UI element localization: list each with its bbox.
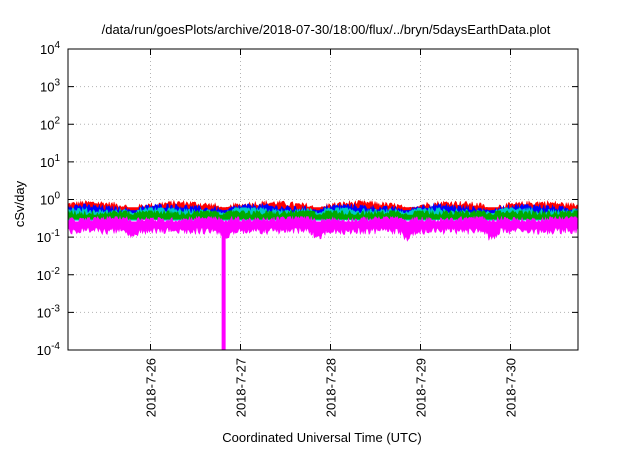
data-series bbox=[67, 199, 579, 350]
grid-lines bbox=[68, 49, 578, 350]
x-tick-label: 2018-7-29 bbox=[414, 358, 429, 417]
x-tick-label: 2018-7-30 bbox=[504, 358, 519, 417]
chart-title: /data/run/goesPlots/archive/2018-07-30/1… bbox=[102, 22, 551, 37]
x-tick-label: 2018-7-27 bbox=[234, 358, 249, 417]
y-axis-label: cSv/day bbox=[12, 180, 27, 227]
series-dropout bbox=[221, 222, 226, 350]
y-tick-label: 10-4 bbox=[37, 341, 61, 358]
x-tick-label: 2018-7-28 bbox=[324, 358, 339, 417]
plot-frame bbox=[67, 48, 579, 351]
y-tick-label: 10-3 bbox=[37, 303, 61, 320]
y-tick-label: 103 bbox=[40, 78, 60, 95]
y-tick-label: 10-2 bbox=[37, 266, 61, 283]
y-tick-label: 10-1 bbox=[37, 228, 61, 245]
x-tick-label: 2018-7-26 bbox=[144, 358, 159, 417]
y-tick-label: 101 bbox=[40, 153, 60, 170]
y-tick-label: 104 bbox=[40, 40, 60, 57]
y-tick-label: 102 bbox=[40, 115, 60, 132]
y-tick-label: 100 bbox=[40, 191, 60, 208]
x-axis-label: Coordinated Universal Time (UTC) bbox=[222, 430, 421, 445]
